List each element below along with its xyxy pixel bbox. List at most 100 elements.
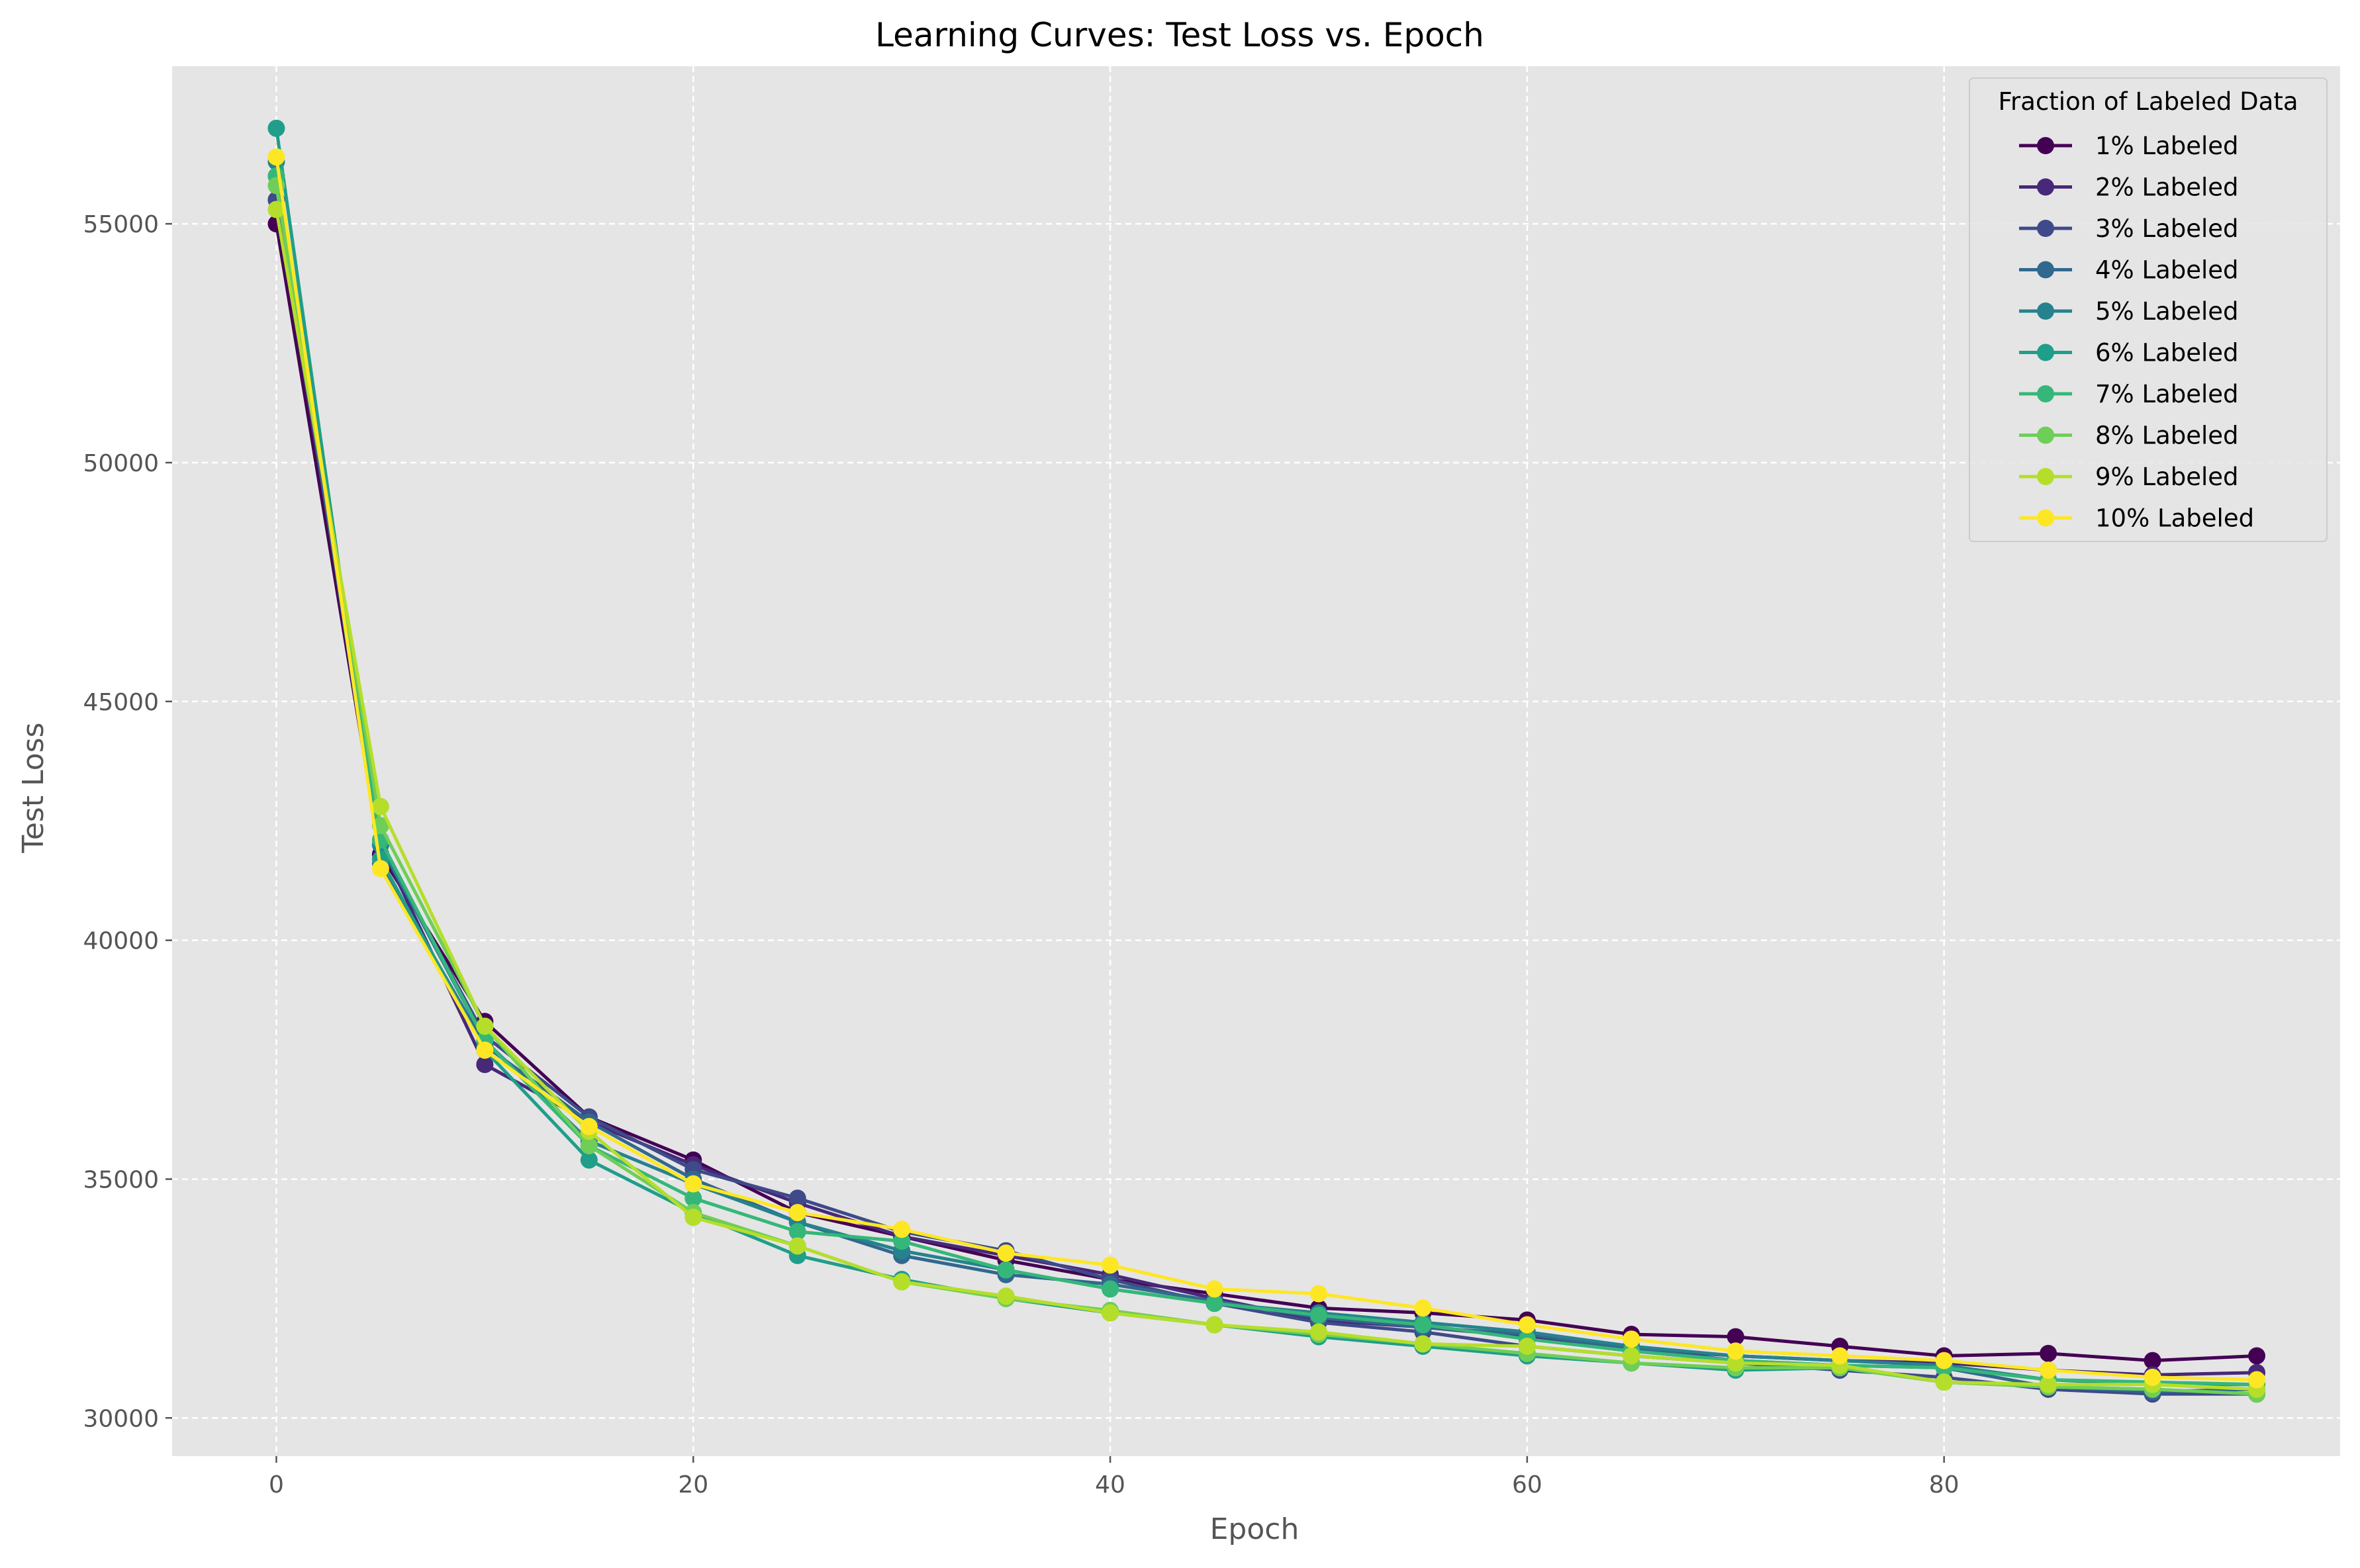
data-point — [1831, 1347, 1849, 1365]
data-point — [684, 1175, 702, 1193]
data-point — [580, 1136, 598, 1154]
series-line — [274, 199, 2257, 1396]
data-point — [1309, 1307, 1327, 1324]
data-point — [997, 1287, 1015, 1305]
data-point — [2248, 1347, 2266, 1365]
legend-label: 1% Labeled — [2095, 132, 2239, 160]
data-point — [2040, 1361, 2057, 1379]
data-point — [1726, 1342, 1744, 1360]
data-point — [371, 798, 389, 815]
legend-item: 10% Labeled — [2019, 504, 2254, 533]
data-point — [1309, 1285, 1327, 1303]
legend-marker — [2037, 426, 2054, 444]
x-axis-label: Epoch — [1210, 1512, 1299, 1546]
data-point — [788, 1203, 806, 1221]
legend-item: 5% Labeled — [2019, 297, 2239, 326]
data-point — [1726, 1354, 1744, 1372]
x-tick-label: 80 — [1929, 1471, 1959, 1499]
data-point — [788, 1189, 806, 1207]
data-point — [2144, 1352, 2161, 1369]
data-point — [1102, 1256, 1119, 1274]
data-point — [1623, 1330, 1640, 1348]
data-point — [893, 1232, 911, 1250]
data-point — [1414, 1335, 1432, 1353]
data-point — [580, 1118, 598, 1136]
data-point — [1518, 1316, 1536, 1334]
y-tick-label: 45000 — [83, 689, 159, 716]
legend-label: 2% Labeled — [2095, 173, 2239, 202]
data-point — [1309, 1323, 1327, 1341]
data-point — [893, 1221, 911, 1238]
data-point — [2248, 1371, 2266, 1389]
legend-marker — [2037, 220, 2054, 237]
data-point — [788, 1222, 806, 1240]
data-point — [371, 860, 389, 878]
data-point — [1518, 1338, 1536, 1356]
series-10 — [267, 148, 2266, 1389]
data-point — [476, 1041, 494, 1059]
data-point — [1726, 1328, 1744, 1346]
data-point — [1935, 1373, 1953, 1391]
data-point — [1102, 1280, 1119, 1298]
data-point — [2040, 1344, 2057, 1362]
legend-marker — [2037, 137, 2054, 154]
legend-marker — [2037, 302, 2054, 320]
data-point — [1205, 1316, 1223, 1334]
data-point — [684, 1209, 702, 1226]
data-point — [997, 1244, 1015, 1262]
legend-marker — [2037, 261, 2054, 279]
data-point — [476, 1056, 494, 1074]
legend-item: 9% Labeled — [2019, 463, 2239, 491]
data-point — [1623, 1347, 1640, 1365]
data-point — [267, 148, 285, 166]
legend-item: 6% Labeled — [2019, 339, 2239, 367]
legend-box — [1969, 77, 2328, 542]
legend-label: 3% Labeled — [2095, 214, 2239, 243]
legend-item: 7% Labeled — [2019, 380, 2239, 408]
y-tick-label: 35000 — [83, 1166, 159, 1193]
legend-label: 9% Labeled — [2095, 463, 2239, 491]
legend-item: 8% Labeled — [2019, 422, 2239, 450]
data-point — [267, 201, 285, 218]
legend-label: 7% Labeled — [2095, 380, 2239, 408]
legend-item: 3% Labeled — [2019, 214, 2239, 243]
y-tick-label: 50000 — [83, 450, 159, 477]
legend-label: 6% Labeled — [2095, 339, 2239, 367]
data-point — [788, 1237, 806, 1255]
data-point — [1414, 1316, 1432, 1334]
series-line — [274, 175, 2257, 1387]
legend-label: 4% Labeled — [2095, 256, 2239, 285]
data-point — [476, 1017, 494, 1035]
y-tick-label: 40000 — [83, 928, 159, 955]
data-point — [1935, 1352, 1953, 1369]
legend-label: 5% Labeled — [2095, 297, 2239, 326]
data-point — [1205, 1280, 1223, 1298]
series-line — [274, 209, 2257, 1391]
data-point — [684, 1189, 702, 1207]
chart-title: Learning Curves: Test Loss vs. Epoch — [875, 16, 1484, 54]
legend-item: 1% Labeled — [2019, 132, 2239, 160]
data-point — [1414, 1299, 1432, 1317]
data-point — [2040, 1375, 2057, 1393]
legend-item: 2% Labeled — [2019, 173, 2239, 202]
y-tick-label: 55000 — [83, 211, 159, 238]
legend-marker — [2037, 178, 2054, 196]
legend-marker — [2037, 509, 2054, 527]
data-point — [893, 1273, 911, 1291]
legend-marker — [2037, 468, 2054, 485]
x-tick-label: 40 — [1095, 1471, 1125, 1499]
legend-label: 8% Labeled — [2095, 422, 2239, 450]
y-tick-label: 30000 — [83, 1405, 159, 1432]
series-line — [274, 156, 2257, 1382]
x-tick-label: 60 — [1512, 1471, 1542, 1499]
x-tick-label: 20 — [678, 1471, 708, 1499]
data-point — [267, 119, 285, 137]
legend-item: 4% Labeled — [2019, 256, 2239, 285]
legend-label: 10% Labeled — [2095, 504, 2254, 533]
data-point — [997, 1261, 1015, 1279]
legend-marker — [2037, 385, 2054, 402]
y-axis-label: Test Loss — [17, 722, 50, 853]
data-point — [580, 1151, 598, 1169]
